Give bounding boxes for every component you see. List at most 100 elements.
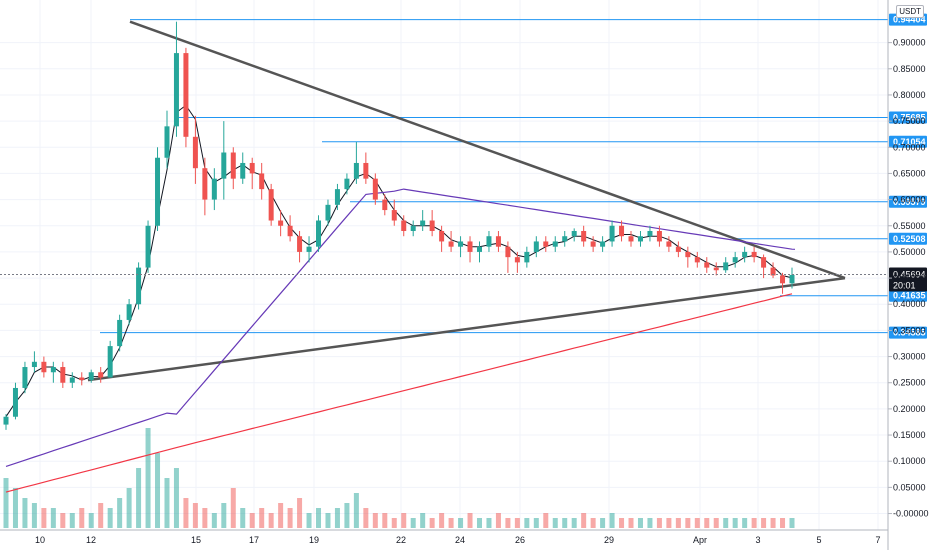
candle-body	[88, 372, 94, 381]
candle-body	[637, 236, 643, 242]
triangle-trendlines	[87, 20, 846, 382]
volume-bar	[562, 518, 568, 528]
volume-bar	[789, 518, 795, 528]
volume-bar	[543, 513, 549, 528]
candle-body	[249, 162, 255, 174]
candle-body	[297, 236, 303, 252]
volume-bar	[50, 508, 56, 528]
candle-body	[316, 220, 322, 247]
x-tick-label: 12	[86, 535, 96, 545]
volume-bar	[505, 518, 511, 528]
y-tick-label: 0.55000	[893, 221, 926, 231]
volume-bar	[79, 508, 85, 528]
candle-body	[173, 53, 179, 127]
candle-body	[751, 251, 757, 258]
candle-body	[675, 246, 681, 252]
volume-bar	[344, 503, 350, 528]
candle-body	[31, 361, 37, 368]
candle-body	[495, 236, 501, 247]
candle-body	[240, 162, 246, 179]
volume-bar	[590, 518, 596, 528]
candle-body	[533, 241, 539, 252]
level-tag	[889, 232, 927, 245]
candle-body	[12, 387, 18, 417]
volume-bar	[723, 518, 729, 528]
volume-bar	[69, 513, 75, 528]
y-tick-label: 0.65000	[893, 168, 926, 178]
y-tick-label: 0.75000	[893, 116, 926, 126]
volume-bar	[751, 518, 757, 528]
level-tag	[889, 111, 927, 124]
volume-bar	[259, 508, 265, 528]
level-tag	[889, 195, 927, 208]
candle-body	[704, 262, 710, 268]
candle-body	[192, 136, 198, 169]
candle-body	[420, 220, 426, 226]
volume-bar	[609, 513, 615, 528]
candle-body	[723, 262, 729, 271]
candle-body	[600, 241, 606, 247]
y-tick-label: 0.50000	[893, 247, 926, 257]
ma-fast-line	[5, 104, 793, 417]
y-tick-label: 0.20000	[893, 404, 926, 414]
candle-body	[467, 241, 473, 252]
volume-bar	[334, 508, 340, 528]
ma-slow-line	[5, 293, 793, 493]
currency-label[interactable]: USDT	[896, 5, 924, 18]
volume-bar	[439, 513, 445, 528]
current-price-label: 0.45694	[893, 269, 926, 279]
candlesticks	[3, 21, 795, 430]
volume-bar	[31, 503, 37, 528]
candle-body	[543, 241, 549, 247]
volume-bar	[240, 508, 246, 528]
candle-body	[145, 225, 151, 268]
x-tick-label: 22	[396, 535, 406, 545]
volume-bar	[41, 508, 47, 528]
volume-bars	[3, 428, 795, 528]
y-tick-label: 0.25000	[893, 378, 926, 388]
volume-bar	[581, 513, 587, 528]
candle-body	[221, 152, 227, 179]
x-tick-label: 19	[309, 535, 319, 545]
x-tick-label: 29	[604, 535, 614, 545]
volume-bar	[136, 468, 142, 528]
y-tick-label: 0.70000	[893, 142, 926, 152]
level-tag-label: 0.59579	[893, 197, 926, 207]
candle-body	[770, 267, 776, 276]
lower-trendline	[87, 276, 846, 382]
price-axis: 0.90000 0.85000 0.80000 0.75000 0.70000 0.650…	[887, 0, 929, 550]
candle-body	[136, 267, 142, 305]
volume-bar	[230, 488, 236, 528]
candle-body	[713, 267, 719, 271]
volume-bar	[363, 508, 369, 528]
volume-bar	[600, 518, 606, 528]
level-tag-label: 0.41635	[893, 291, 926, 301]
volume-bar	[533, 518, 539, 528]
volume-bar	[495, 513, 501, 528]
volume-bar	[268, 513, 274, 528]
y-tick-label: 0.85000	[893, 64, 926, 74]
candle-body	[117, 319, 123, 347]
horizontal-levels: 0.94404 0.75685 0.71054 0.59579 0.52508 0.416…	[100, 13, 927, 339]
candle-body	[590, 241, 596, 247]
level-tag	[889, 135, 927, 148]
volume-bar	[410, 518, 416, 528]
volume-bar	[382, 513, 388, 528]
candle-body	[164, 126, 170, 158]
level-tag	[889, 326, 927, 339]
candle-body	[401, 220, 407, 231]
candle-body	[391, 210, 397, 221]
candle-body	[155, 157, 161, 226]
candle-body	[202, 168, 208, 200]
volume-bar	[183, 498, 189, 528]
volume-bar	[3, 478, 9, 528]
volume-bar	[145, 428, 151, 528]
y-tick-label: -0.00000	[893, 509, 929, 519]
volume-bar	[278, 503, 284, 528]
volume-bar	[98, 503, 104, 528]
time-axis: 10 12 15 17 19 22 24 26 29 Apr 3 5 7	[0, 529, 888, 545]
candle-body	[3, 416, 9, 425]
